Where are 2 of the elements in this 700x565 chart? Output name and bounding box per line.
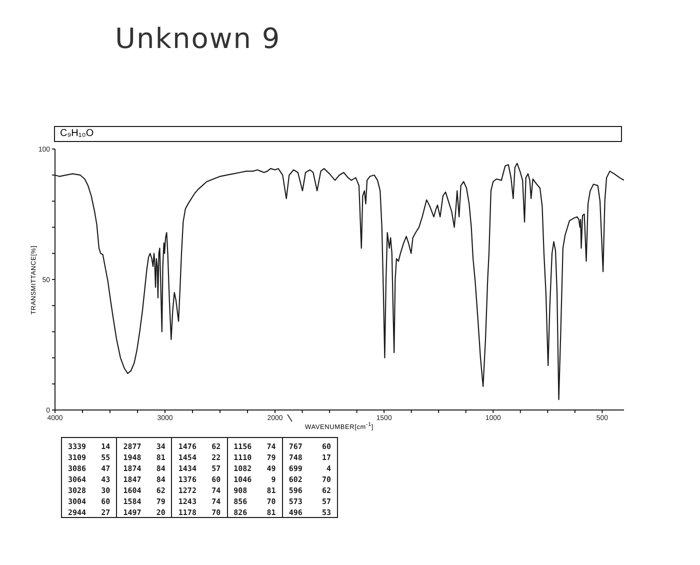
chart-subtitle: C₉H₁₀O (54, 126, 622, 142)
chart-title: Unknown 9 (115, 22, 281, 55)
